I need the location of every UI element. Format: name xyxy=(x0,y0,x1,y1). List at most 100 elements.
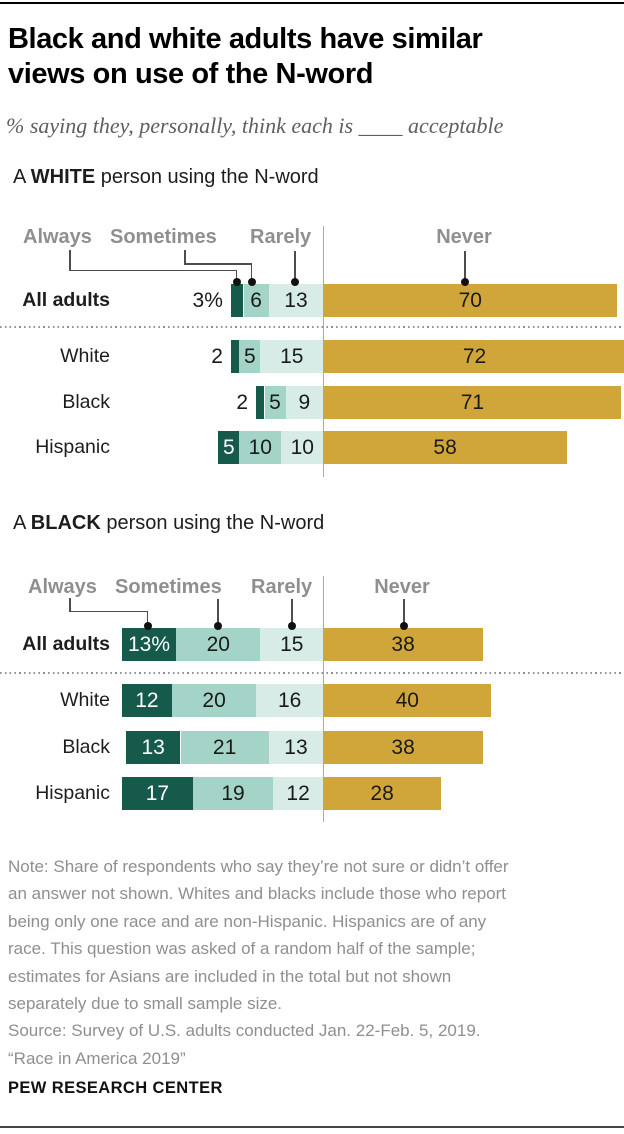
chart-title: Black and white adults have similar views… xyxy=(8,22,608,92)
bar-segment-rarely xyxy=(256,684,324,717)
leader-line xyxy=(403,599,405,623)
leader-line xyxy=(291,599,293,623)
leader-line xyxy=(464,251,466,279)
bar-segment-never xyxy=(323,340,624,373)
bar-segment-always xyxy=(256,386,265,419)
bar-segment-rarely xyxy=(260,628,324,661)
legend-label-rarely: Rarely xyxy=(250,226,312,248)
bar-segment-never xyxy=(323,386,622,419)
bar-segment-never xyxy=(323,431,567,464)
bar-segment-rarely xyxy=(268,731,324,764)
bar-value-label: 12 xyxy=(286,782,310,805)
section-label-white-person: A WHITE person using the N-word xyxy=(13,166,319,189)
dotted-separator xyxy=(0,672,624,674)
bar-value-label: 12 xyxy=(135,689,159,712)
leader-dot-sometimes xyxy=(247,278,256,286)
bar-value-label: 19 xyxy=(221,782,245,805)
bar-value-label: 3% xyxy=(192,289,223,312)
bar-segment-never xyxy=(323,777,441,810)
bar-segment-sometimes xyxy=(243,284,269,317)
row-label: White xyxy=(60,345,110,367)
bar-segment-rarely xyxy=(285,386,324,419)
bar-segment-always xyxy=(121,777,194,810)
leader-line xyxy=(184,263,253,265)
leader-line xyxy=(69,598,71,612)
bar-value-label: 72 xyxy=(462,345,487,368)
note-line: race. This question was asked of a rando… xyxy=(8,939,476,959)
bar-value-label: 2 xyxy=(211,345,223,368)
bar-segment-never xyxy=(323,628,483,661)
legend-label-never: Never xyxy=(374,576,430,598)
bar-segment-sometimes xyxy=(180,731,269,764)
bar-segment-sometimes xyxy=(239,340,261,373)
bar-value-label: 58 xyxy=(433,436,457,459)
bar-value-label: 38 xyxy=(391,736,415,759)
bar-segment-rarely xyxy=(281,431,324,464)
section-label-suffix: person using the N-word xyxy=(100,512,325,534)
source-line: “Race in America 2019” xyxy=(8,1048,186,1068)
section-label-emphasis: WHITE xyxy=(30,166,96,188)
leader-line xyxy=(69,250,71,271)
bar-value-label: 15 xyxy=(280,345,304,368)
row-label: Hispanic xyxy=(35,436,110,458)
bar-value-label: 13 xyxy=(141,736,165,759)
legend-label-never: Never xyxy=(436,226,492,248)
bar-value-label: 71 xyxy=(460,391,485,414)
bar-segment-never xyxy=(323,684,492,717)
bar-value-label: 10 xyxy=(290,436,314,459)
section-label-prefix: A xyxy=(13,166,31,188)
bar-segment-sometimes xyxy=(193,777,273,810)
bar-value-label: 21 xyxy=(212,736,237,759)
bar-value-label: 16 xyxy=(278,689,302,712)
leader-dot-always xyxy=(143,622,152,630)
bar-value-label: 17 xyxy=(145,782,170,805)
bar-value-label: 5 xyxy=(222,436,235,459)
footer-brand: PEW RESEARCH CENTER xyxy=(8,1079,223,1097)
chart-title-line1: Black and white adults have similar xyxy=(8,23,483,55)
bar-value-label: 2 xyxy=(236,391,249,414)
leader-line xyxy=(217,599,219,623)
bar-segment-rarely xyxy=(268,284,324,317)
leader-line xyxy=(146,611,149,623)
bar-segment-always xyxy=(121,628,177,661)
bar-value-label: 13% xyxy=(127,633,170,656)
bar-value-label: 15 xyxy=(280,633,304,656)
bar-value-label: 13 xyxy=(284,736,308,759)
source-line: Source: Survey of U.S. adults conducted … xyxy=(8,1021,481,1041)
bar-value-label: 38 xyxy=(391,633,415,656)
leader-dot-never xyxy=(400,622,408,630)
bar-value-label: 20 xyxy=(202,689,226,712)
bar-value-label: 5 xyxy=(243,345,256,368)
bar-segment-sometimes xyxy=(176,628,261,661)
row-label: Hispanic xyxy=(35,782,110,804)
bar-segment-sometimes xyxy=(264,386,286,419)
note-line: separately due to small sample size. xyxy=(8,994,283,1014)
leader-dot-rarely xyxy=(288,622,296,630)
bar-segment-always xyxy=(230,340,240,373)
leader-dot-never xyxy=(461,278,469,286)
bar-segment-always xyxy=(218,431,240,464)
legend-label-sometimes: Sometimes xyxy=(110,226,217,248)
bar-value-label: 70 xyxy=(458,289,482,312)
section-label-black-person: A BLACK person using the N-word xyxy=(13,512,324,535)
note-line: Note: Share of respondents who say they’… xyxy=(8,857,509,876)
legend-label-always: Always xyxy=(23,226,92,248)
leader-line xyxy=(69,610,148,613)
chart-subtitle: % saying they, personally, think each is… xyxy=(6,113,504,138)
bar-segment-never xyxy=(323,284,618,317)
bar-segment-rarely xyxy=(260,340,324,373)
note-and-source-text: Note: Share of respondents who say they’… xyxy=(8,853,620,1072)
top-divider xyxy=(0,2,624,4)
leader-dot-always xyxy=(232,278,241,286)
bar-value-label: 28 xyxy=(370,782,394,805)
legend-label-always: Always xyxy=(28,576,97,598)
bar-segment-rarely xyxy=(272,777,324,810)
leader-line xyxy=(250,264,253,279)
row-label: Black xyxy=(62,391,110,413)
bar-value-label: 20 xyxy=(206,633,230,656)
bottom-divider xyxy=(0,1126,624,1128)
bar-value-label: 6 xyxy=(250,289,262,312)
bar-value-label: 5 xyxy=(269,391,281,414)
leader-line xyxy=(294,251,296,279)
